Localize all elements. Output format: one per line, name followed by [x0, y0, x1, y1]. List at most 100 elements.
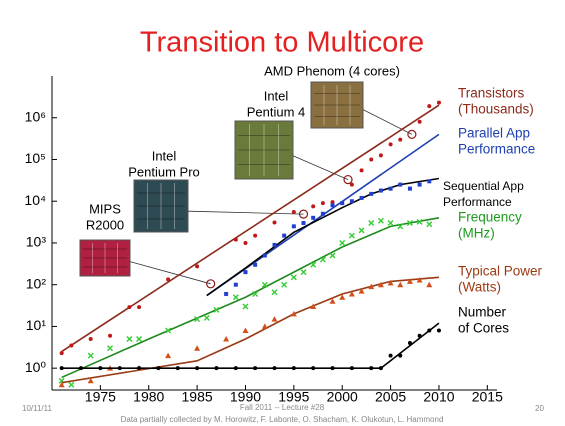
point — [137, 337, 142, 342]
point — [369, 157, 373, 161]
point — [108, 334, 112, 338]
point — [426, 282, 432, 288]
point — [418, 183, 422, 187]
point — [273, 220, 277, 224]
point — [427, 179, 431, 183]
point — [282, 282, 287, 287]
point — [379, 189, 383, 193]
leader-line — [188, 211, 304, 214]
point — [273, 243, 277, 247]
point — [340, 201, 344, 205]
point — [234, 283, 238, 287]
point — [242, 327, 248, 333]
x-tick-label: 2010 — [423, 389, 454, 405]
y-tick-label: 10² — [26, 275, 47, 291]
point — [418, 120, 422, 124]
point — [291, 275, 296, 280]
trend-line — [62, 323, 439, 368]
point — [234, 366, 238, 370]
point — [282, 234, 286, 238]
point — [243, 270, 247, 274]
x-tick-label: 2015 — [472, 389, 503, 405]
point — [262, 323, 268, 329]
point — [156, 366, 160, 370]
point — [321, 201, 325, 205]
point — [214, 366, 218, 370]
x-tick-label: 1975 — [85, 389, 116, 405]
point — [398, 138, 402, 142]
point — [389, 187, 393, 191]
leader-line — [363, 110, 412, 135]
point — [398, 354, 402, 358]
chip-picture — [80, 240, 130, 276]
series-label: Sequential App — [443, 179, 524, 193]
point — [89, 337, 93, 341]
slide: Transition to Multicore 10/11/11 Fall 20… — [0, 0, 565, 426]
point — [389, 142, 393, 146]
leader-line — [293, 156, 348, 180]
point — [311, 262, 316, 267]
point — [165, 353, 171, 359]
point — [350, 199, 354, 203]
chip-label: Intel — [264, 88, 289, 103]
point — [69, 343, 73, 347]
point — [311, 216, 315, 220]
point — [379, 366, 383, 370]
point — [60, 366, 64, 370]
footer-date: 10/11/11 — [22, 404, 53, 413]
point — [234, 238, 238, 242]
series-label: of Cores — [458, 321, 509, 336]
point — [194, 345, 200, 351]
footer-page: 20 — [535, 404, 544, 413]
point — [253, 263, 257, 267]
point — [195, 264, 199, 268]
point — [427, 222, 432, 227]
point — [331, 366, 335, 370]
point — [243, 241, 247, 245]
trend-line — [207, 179, 439, 296]
point — [253, 366, 257, 370]
point — [311, 204, 315, 208]
chip-picture — [134, 180, 188, 232]
point — [118, 366, 122, 370]
point — [166, 277, 170, 281]
y-tick-label: 10³ — [26, 234, 47, 250]
y-tick-label: 10⁶ — [25, 108, 46, 124]
point — [437, 328, 441, 332]
x-tick-label: 1985 — [182, 389, 213, 405]
point — [127, 305, 131, 309]
point — [292, 224, 296, 228]
point — [176, 366, 180, 370]
point — [330, 253, 335, 258]
x-tick-label: 1995 — [278, 389, 309, 405]
chip-label: Intel — [152, 148, 177, 163]
point — [273, 366, 277, 370]
point — [98, 366, 102, 370]
y-tick-label: 10⁵ — [25, 150, 46, 166]
point — [378, 218, 383, 223]
point — [408, 187, 412, 191]
point — [243, 304, 248, 309]
series-label: Parallel App — [458, 126, 530, 141]
chip-label: Pentium 4 — [247, 104, 306, 119]
chip-label: MIPS — [89, 201, 121, 216]
point — [302, 221, 306, 225]
point — [369, 221, 374, 226]
point — [397, 282, 403, 288]
x-tick-label: 2005 — [375, 389, 406, 405]
point — [388, 221, 393, 226]
point — [427, 328, 431, 332]
point — [253, 234, 257, 238]
series-label: (MHz) — [458, 226, 495, 241]
footer-credit: Data partially collected by M. Horowitz,… — [121, 415, 444, 424]
point — [427, 104, 431, 108]
point — [272, 316, 278, 322]
x-tick-label: 1980 — [133, 389, 164, 405]
point — [137, 305, 141, 309]
point — [223, 336, 229, 342]
point — [292, 210, 296, 214]
slide-title: Transition to Multicore — [140, 27, 424, 59]
point — [398, 183, 402, 187]
point — [79, 366, 83, 370]
point — [360, 168, 364, 172]
